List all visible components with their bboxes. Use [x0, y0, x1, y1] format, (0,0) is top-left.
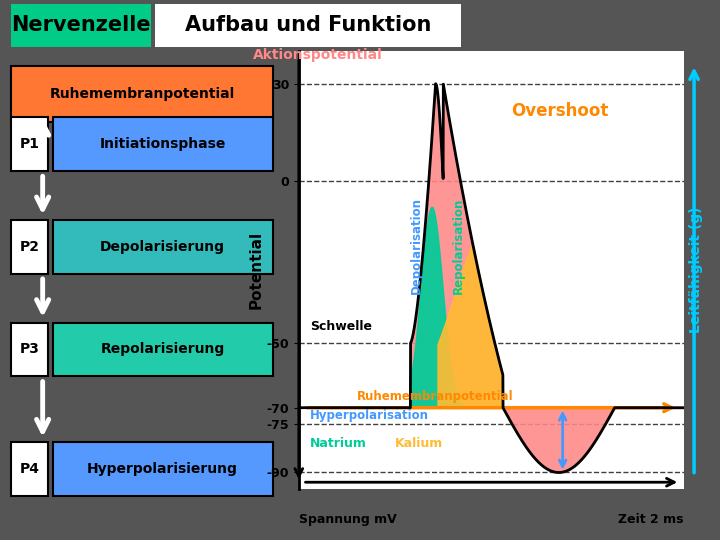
Y-axis label: Potential: Potential [248, 231, 264, 309]
FancyBboxPatch shape [11, 4, 151, 47]
Text: Hyperpolarisierung: Hyperpolarisierung [87, 462, 238, 476]
Text: Overshoot: Overshoot [510, 102, 608, 120]
Text: Repolarisierung: Repolarisierung [101, 342, 225, 356]
Text: Schwelle: Schwelle [310, 320, 372, 333]
Text: P3: P3 [20, 342, 40, 356]
Text: P4: P4 [20, 462, 40, 476]
FancyBboxPatch shape [12, 117, 48, 171]
Text: Natrium: Natrium [310, 436, 367, 450]
Text: Leitfähigkeit (g): Leitfähigkeit (g) [689, 207, 703, 333]
Text: Aktionspotential: Aktionspotential [253, 49, 383, 63]
FancyBboxPatch shape [53, 322, 273, 376]
Text: Repolarisation: Repolarisation [452, 198, 465, 294]
FancyBboxPatch shape [155, 4, 461, 47]
Text: P1: P1 [20, 137, 40, 151]
Text: Ruhemembranpotential: Ruhemembranpotential [50, 87, 235, 102]
FancyBboxPatch shape [12, 442, 48, 496]
Text: Kalium: Kalium [395, 436, 444, 450]
Text: Spannung mV: Spannung mV [299, 513, 397, 526]
FancyBboxPatch shape [53, 220, 273, 274]
Text: Hyperpolarisation: Hyperpolarisation [310, 409, 429, 422]
FancyBboxPatch shape [53, 117, 273, 171]
FancyBboxPatch shape [53, 442, 273, 496]
Text: Nervenzelle: Nervenzelle [11, 15, 150, 35]
Text: Initiationsphase: Initiationsphase [99, 137, 226, 151]
Text: Ruhemembranpotential: Ruhemembranpotential [356, 389, 513, 403]
FancyBboxPatch shape [12, 220, 48, 274]
FancyBboxPatch shape [12, 322, 48, 376]
FancyBboxPatch shape [12, 66, 273, 122]
Text: Depolarisation: Depolarisation [410, 197, 423, 294]
Text: Zeit 2 ms: Zeit 2 ms [618, 513, 684, 526]
Text: Depolarisierung: Depolarisierung [100, 240, 225, 254]
Text: Aufbau und Funktion: Aufbau und Funktion [185, 15, 431, 35]
Text: P2: P2 [20, 240, 40, 254]
